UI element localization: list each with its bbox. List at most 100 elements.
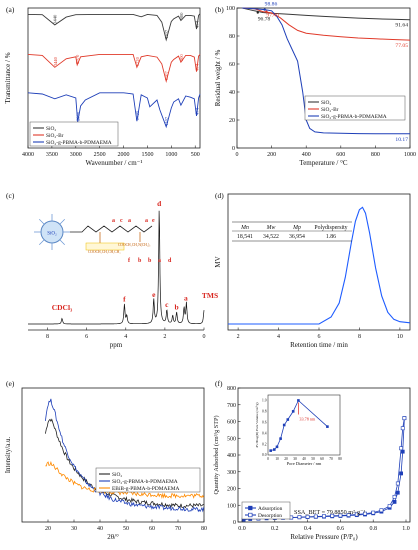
x-tick-label-b: 1000 bbox=[404, 152, 416, 158]
pbma-group: COOCH₂CH₂CH₂CH₃ bbox=[88, 250, 121, 254]
x-tick-label-e: 50 bbox=[123, 526, 129, 532]
x-axis-title-f: Relative Pressure (P/P₀) bbox=[290, 533, 358, 541]
peak-label: 1107 bbox=[164, 71, 169, 81]
inset-x-tick-label: 80 bbox=[338, 457, 342, 461]
panel-label-d: (d) bbox=[215, 191, 224, 200]
inset-x-tick-label: 60 bbox=[320, 457, 324, 461]
panel-label-a: (a) bbox=[6, 5, 15, 14]
table-cell: 36,954 bbox=[289, 234, 305, 240]
y-axis-title-a: Transmittance / % bbox=[4, 52, 12, 103]
bet-marker bbox=[322, 514, 326, 519]
particle-arm bbox=[59, 218, 66, 225]
panel-label-e: (e) bbox=[6, 379, 15, 388]
xrd-line-0 bbox=[45, 418, 204, 509]
nmr-peak-label: f bbox=[123, 294, 126, 303]
y-tick-label-f: 100 bbox=[227, 503, 236, 509]
peak-label: 474 bbox=[194, 63, 199, 71]
y-axis-title-b: Residual weight / % bbox=[214, 50, 222, 107]
peak-label: 800 bbox=[179, 12, 184, 20]
structure-letter-top: a bbox=[112, 218, 115, 224]
ftir-line-0 bbox=[27, 13, 201, 42]
x-tick-label-a: 500 bbox=[191, 152, 200, 158]
bet-marker bbox=[338, 513, 343, 518]
x-tick-label-c: 4 bbox=[124, 334, 127, 340]
peak-label: 1107 bbox=[164, 29, 169, 39]
x-axis-title-b: Temperature / °C bbox=[299, 159, 348, 167]
x-tick-label-d: 8 bbox=[358, 334, 361, 340]
particle-arm bbox=[38, 239, 45, 246]
tga-point bbox=[256, 11, 259, 14]
x-tick-label-d: 6 bbox=[318, 334, 321, 340]
table-cell: 18,541 bbox=[237, 234, 253, 240]
tga-annotation: 91.64 bbox=[395, 23, 408, 29]
legend-e bbox=[95, 467, 201, 493]
inset-x-tick-label: 10 bbox=[275, 457, 279, 461]
y-axis-title-e: Intensity/a.u. bbox=[4, 436, 12, 473]
legend-marker bbox=[248, 505, 253, 511]
legend-entry: EBiB-g-PBMA-b-PDMAEMA bbox=[112, 486, 179, 492]
peak-label: 474 bbox=[194, 107, 199, 115]
structure-letter-bottom: f bbox=[128, 258, 131, 264]
bet-marker bbox=[346, 513, 351, 517]
nmr-peak-label: CDCl₃ bbox=[52, 303, 73, 312]
peak-label: 474 bbox=[194, 20, 199, 28]
x-axis-title-a: Wavenumber / cm⁻¹ bbox=[86, 159, 143, 167]
legend-entry: Adsorption bbox=[258, 506, 283, 512]
x-tick-label-d: 10 bbox=[397, 334, 403, 340]
tga-annotation: 96.78 bbox=[258, 17, 271, 23]
nmr-spectrum bbox=[28, 210, 205, 325]
y-tick-label-b: 0 bbox=[232, 146, 235, 152]
particle-label: SiO₂ bbox=[47, 232, 57, 237]
structure-letter-top: a bbox=[128, 218, 131, 224]
pdmaema-group: COOCH₂CH₂N(CH₃)₂ bbox=[118, 243, 151, 247]
x-tick-label-f: 0.2 bbox=[271, 526, 279, 532]
x-tick-label-e: 70 bbox=[175, 526, 181, 532]
structure-letter-bottom: a bbox=[158, 258, 161, 264]
ftir-line-1 bbox=[27, 53, 201, 83]
panel-label-f: (f) bbox=[215, 379, 223, 388]
legend-entry: SiO₂-Br bbox=[46, 133, 64, 139]
tga-annotation: 98.86 bbox=[265, 2, 278, 8]
inset-y-axis-title: dV/dlog(D) Pore Volume (cm³/g) bbox=[255, 402, 259, 447]
peak-label: 800 bbox=[179, 54, 184, 62]
x-tick-label-b: 0 bbox=[236, 152, 239, 158]
pbma-box bbox=[85, 242, 125, 251]
legend-b bbox=[304, 95, 406, 121]
y-tick-label-f: 0 bbox=[233, 520, 236, 526]
y-axis-title-f: Quantity Adsorbed (cm³/g STP) bbox=[213, 415, 220, 494]
inset-frame bbox=[267, 394, 341, 456]
legend-entry: SiO₂-g-PBMA-b-PDMAEMA bbox=[46, 140, 112, 146]
bet-marker bbox=[400, 426, 405, 431]
x-tick-label-a: 4000 bbox=[22, 152, 34, 158]
y-tick-label-f: 500 bbox=[227, 436, 236, 442]
x-tick-label-b: 200 bbox=[267, 152, 276, 158]
table-header: Mw bbox=[266, 225, 276, 231]
gpc-line bbox=[228, 206, 411, 325]
tga-line-1 bbox=[242, 7, 411, 41]
inset-marker bbox=[291, 410, 295, 413]
x-tick-label-a: 3500 bbox=[46, 152, 58, 158]
legend-entry: SiO₂ bbox=[321, 100, 331, 106]
legend-marker bbox=[248, 512, 253, 518]
bet-marker bbox=[297, 515, 302, 520]
inset-marker bbox=[282, 423, 286, 427]
legend-entry: SiO₂ bbox=[112, 472, 122, 478]
inset-marker bbox=[297, 399, 300, 402]
bet-marker bbox=[330, 513, 335, 518]
plot-frame-d bbox=[227, 193, 411, 331]
y-tick-label-b: 20 bbox=[229, 118, 235, 124]
x-tick-label-a: 2500 bbox=[94, 152, 106, 158]
inset-x-tick-label: 0 bbox=[267, 457, 269, 461]
table-cell: 1.86 bbox=[326, 234, 336, 240]
tga-annotation: 10.17 bbox=[395, 137, 408, 143]
structure-letter-top: c bbox=[120, 218, 123, 224]
inset-marker bbox=[275, 445, 279, 449]
y-tick-label-f: 800 bbox=[227, 386, 236, 392]
structure-letter-bottom: d bbox=[168, 258, 172, 264]
x-tick-label-c: 2 bbox=[163, 334, 166, 340]
inset-x-tick-label: 20 bbox=[284, 457, 288, 461]
peak-label: 2960 bbox=[76, 111, 81, 121]
